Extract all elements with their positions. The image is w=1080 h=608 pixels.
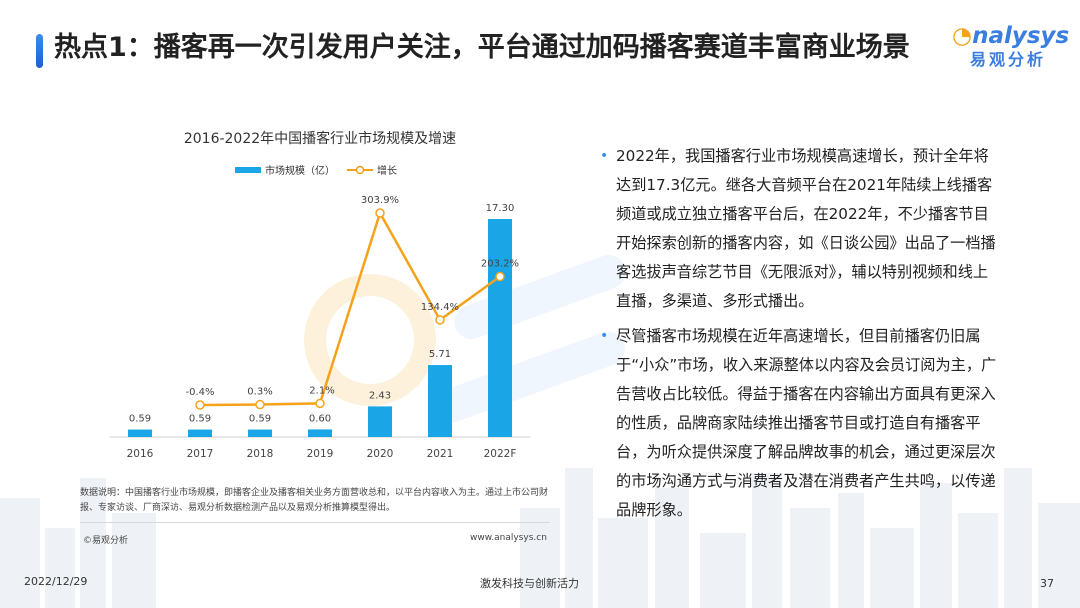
bar xyxy=(188,429,212,437)
bar xyxy=(368,406,392,437)
bar-value-label: 17.30 xyxy=(486,203,515,214)
market-size-chart: 2016-2022年中国播客行业市场规模及增速市场规模（亿） 增长 0.59 2016… xyxy=(80,125,560,505)
bullet-dot-icon: • xyxy=(600,148,609,164)
growth-value-label: 134.4% xyxy=(421,302,459,313)
logo-cn-text: 易观分析 xyxy=(969,50,1046,69)
growth-value-label: 2.1% xyxy=(309,385,334,396)
x-tick-label: 2019 xyxy=(307,448,334,460)
growth-value-label: 203.2% xyxy=(481,259,519,270)
growth-point xyxy=(375,208,385,218)
x-tick-label: 2016 xyxy=(127,448,154,460)
bar-value-label: 2.43 xyxy=(369,390,391,401)
bar-value-label: 5.71 xyxy=(429,349,451,360)
logo-wordmark: ◔nalysys xyxy=(952,22,1069,50)
bullet-item: • 尽管播客市场规模在近年高速增长，但目前播客仍旧属于“小众”市场，收入来源整体… xyxy=(600,322,1000,525)
logo-en-text: nalysys xyxy=(972,23,1070,49)
bullet-text: 2022年，我国播客行业市场规模高速增长，预计全年将达到17.3亿元。继各大音频… xyxy=(616,147,996,310)
growth-point xyxy=(255,399,265,410)
legend-label-line: 增长 xyxy=(377,164,397,177)
growth-point xyxy=(315,398,325,409)
growth-point xyxy=(435,315,445,325)
bar-value-label: 0.59 xyxy=(249,414,271,425)
bar xyxy=(428,365,452,437)
copyright: ©易观分析 xyxy=(83,536,129,546)
source-note: 数据说明：中国播客行业市场规模，即播客企业及播客相关业务方面营收总和，以平台内容… xyxy=(80,488,549,513)
skyline-background xyxy=(0,468,1080,608)
bar-value-label: 0.59 xyxy=(129,414,151,425)
legend-label-bar: 市场规模（亿） xyxy=(265,164,335,177)
bullet-list: • 2022年，我国播客行业市场规模高速增长，预计全年将达到17.3亿元。继各大… xyxy=(600,142,1000,531)
x-tick-label: 2021 xyxy=(427,448,454,460)
footer-slogan: 激发科技与创新活力 xyxy=(480,577,579,590)
page-title: 热点1：播客再一次引发用户关注，平台通过加码播客赛道丰富商业场景 xyxy=(54,32,910,63)
page-number: 37 xyxy=(1040,577,1054,590)
x-tick-label: 2018 xyxy=(247,448,274,460)
bar xyxy=(248,429,272,437)
website-link[interactable]: www.analysys.cn xyxy=(470,533,547,543)
growth-value-label: 303.9% xyxy=(361,195,399,206)
bullet-item: • 2022年，我国播客行业市场规模高速增长，预计全年将达到17.3亿元。继各大… xyxy=(600,142,1000,316)
footer-date: 2022/12/29 xyxy=(24,575,88,588)
x-tick-label: 2017 xyxy=(187,448,214,460)
legend-marker-line xyxy=(355,165,365,175)
growth-point xyxy=(495,271,505,282)
x-tick-label: 2020 xyxy=(367,448,394,460)
growth-value-label: -0.4% xyxy=(185,387,214,398)
logo-swirl-icon: ◔ xyxy=(952,23,973,49)
legend-swatch-bar xyxy=(235,167,261,173)
growth-point xyxy=(195,400,205,410)
bar xyxy=(488,219,512,437)
chart-title: 2016-2022年中国播客行业市场规模及增速 xyxy=(184,130,456,147)
title-accent-bar xyxy=(36,34,43,68)
x-tick-label: 2022F xyxy=(484,448,517,460)
bar-value-label: 0.59 xyxy=(189,414,211,425)
bar-value-label: 0.60 xyxy=(309,413,331,424)
bullet-dot-icon: • xyxy=(600,328,609,344)
brand-logo: ◔nalysys 易观分析 xyxy=(952,22,1069,82)
bullet-text: 尽管播客市场规模在近年高速增长，但目前播客仍旧属于“小众”市场，收入来源整体以内… xyxy=(616,327,997,519)
source-divider xyxy=(80,522,550,523)
bar xyxy=(128,429,152,437)
bar xyxy=(308,429,332,437)
growth-value-label: 0.3% xyxy=(247,387,272,398)
